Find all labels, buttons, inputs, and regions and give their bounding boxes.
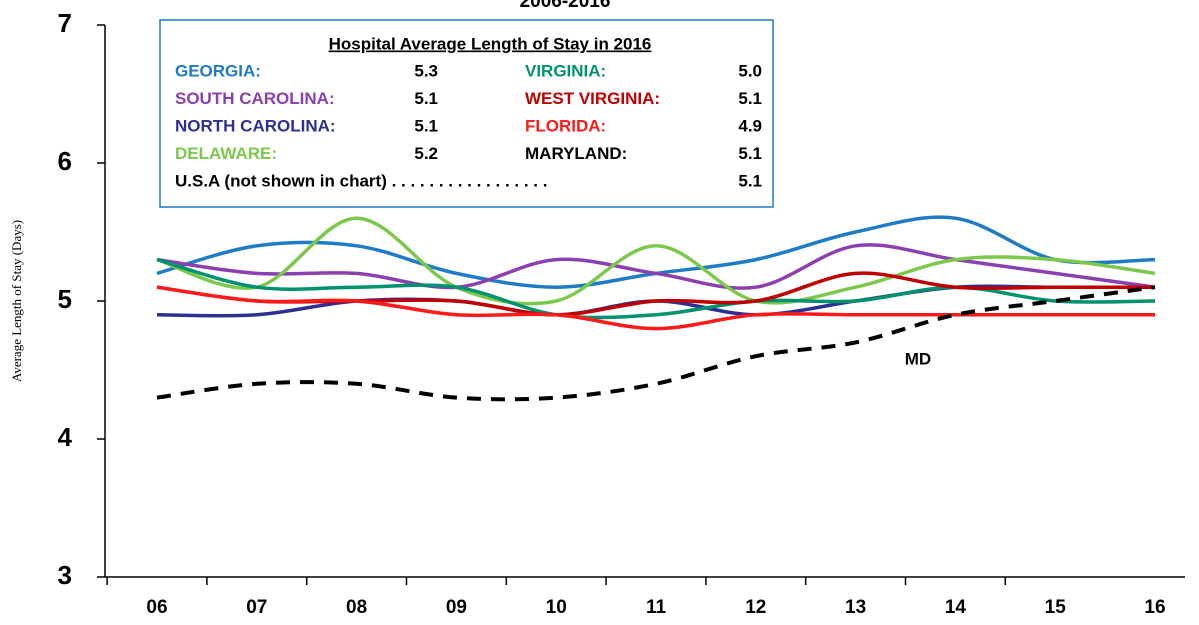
- y-tick-label: 3: [58, 560, 72, 590]
- legend-value: 4.9: [738, 116, 762, 135]
- x-tick-label: 08: [346, 597, 367, 618]
- legend-label: VIRGINIA:: [525, 61, 606, 80]
- x-tick-label: 14: [945, 597, 967, 618]
- legend-title: Hospital Average Length of Stay in 2016: [329, 34, 652, 53]
- legend-value: 5.3: [414, 61, 438, 80]
- legend-value: 5.1: [738, 89, 762, 108]
- legend-value: 5.0: [738, 61, 762, 80]
- x-tick-label: 16: [1144, 597, 1165, 618]
- x-tick-label: 13: [845, 597, 866, 618]
- legend-label: GEORGIA:: [175, 61, 261, 80]
- usa-label: U.S.A (not shown in chart) . . . . . . .…: [175, 171, 547, 190]
- x-tick-label: 07: [246, 597, 267, 618]
- y-tick-label: 4: [58, 422, 73, 452]
- x-tick-label: 15: [1045, 597, 1067, 618]
- x-tick-label: 12: [745, 597, 766, 618]
- line-series: [156, 285, 1155, 331]
- legend-box: [159, 19, 774, 208]
- legend-label: SOUTH CAROLINA:: [175, 89, 335, 108]
- legend-label: WEST VIRGINIA:: [525, 89, 660, 108]
- x-tick-label: 11: [646, 597, 667, 618]
- line-series: [156, 243, 1156, 290]
- x-tick-label: 09: [446, 597, 467, 618]
- x-tick-label: 06: [146, 597, 167, 618]
- line-series: [156, 285, 1156, 402]
- legend-label: FLORIDA:: [525, 116, 606, 135]
- chart-title: 2006-2016: [520, 0, 611, 12]
- y-tick-label: 6: [58, 146, 72, 176]
- y-tick-label: 7: [58, 8, 72, 38]
- y-tick-label: 5: [58, 284, 72, 314]
- legend-label: DELAWARE:: [175, 144, 277, 163]
- legend-value: 5.2: [414, 144, 438, 163]
- annotation: MD: [905, 349, 931, 368]
- usa-value: 5.1: [738, 171, 762, 190]
- legend-value: 5.1: [414, 116, 438, 135]
- line-series: [156, 216, 1156, 306]
- legend-label: NORTH CAROLINA:: [175, 116, 336, 135]
- y-axis-label: Average Length of Stay (Days): [9, 220, 24, 382]
- legend-value: 5.1: [414, 89, 438, 108]
- legend-label: MARYLAND:: [525, 144, 627, 163]
- x-tick-label: 10: [546, 597, 567, 618]
- legend-value: 5.1: [738, 144, 762, 163]
